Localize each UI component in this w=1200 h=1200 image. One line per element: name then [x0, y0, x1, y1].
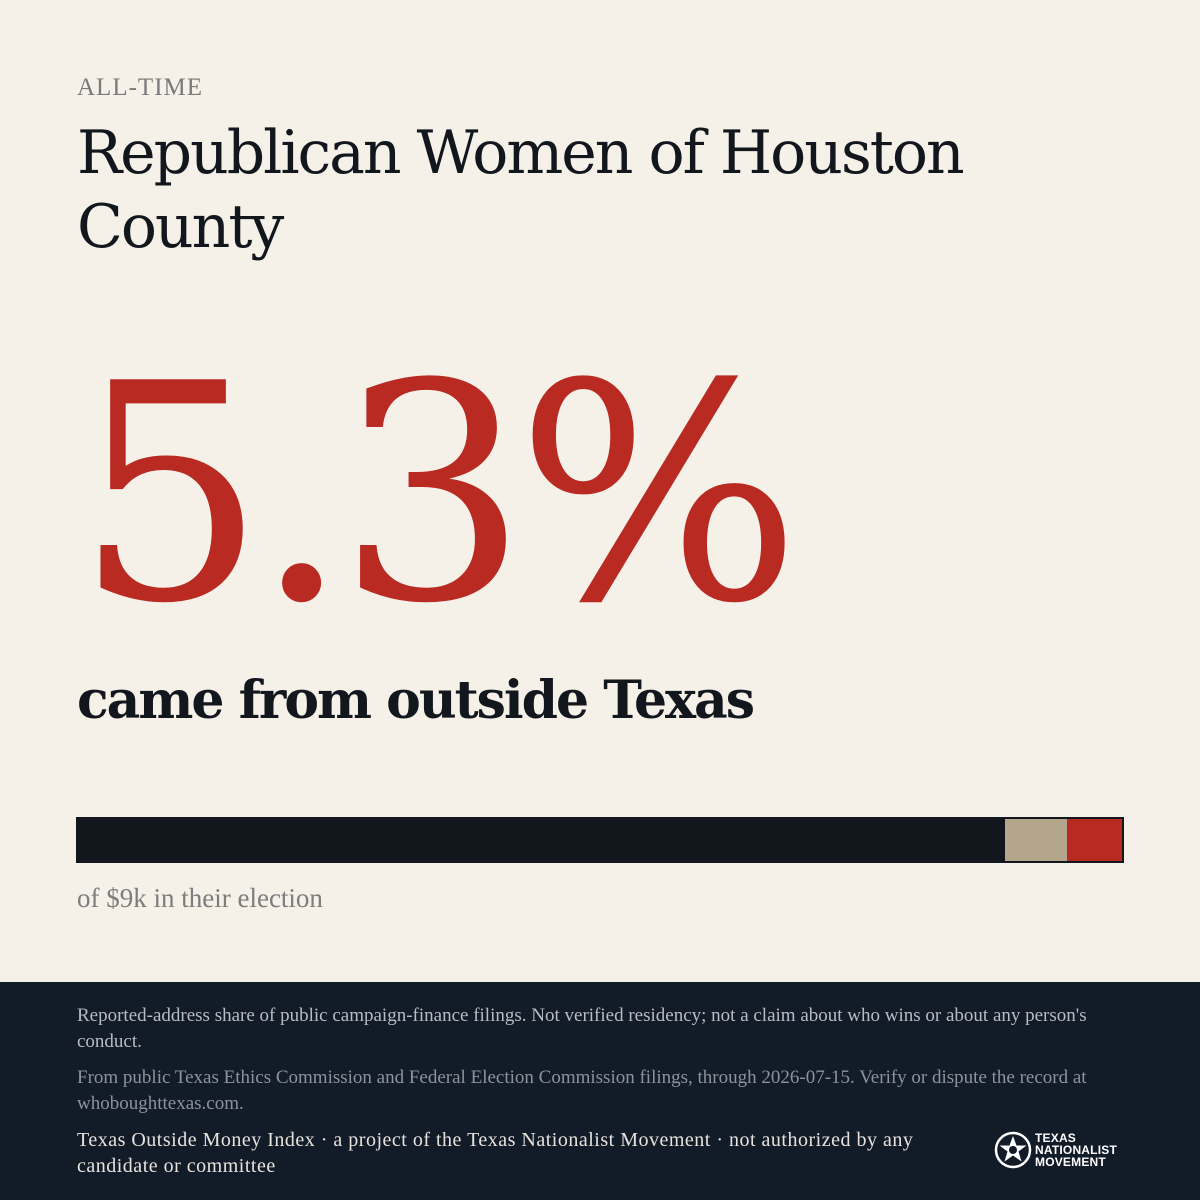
logo-line-3: MOVEMENT: [1035, 1155, 1106, 1169]
footer-source: From public Texas Ethics Commission and …: [77, 1067, 1087, 1114]
logo-line-1: TEXAS: [1035, 1131, 1077, 1145]
footer: [0, 982, 1200, 1200]
page-title: Republican Women of Houston County: [77, 118, 965, 262]
bar-caption: of $9k in their election: [77, 883, 323, 913]
tnm-logo-text: TEXAS NATIONALIST MOVEMENT: [1035, 1132, 1117, 1168]
bar-segment-unknown: [1005, 819, 1067, 861]
footer-credit: Texas Outside Money Index · a project of…: [77, 1129, 914, 1177]
stat-subline: came from outside Texas: [77, 670, 755, 731]
tnm-logo: TEXAS NATIONALIST MOVEMENT: [993, 1130, 1117, 1170]
logo-line-2: NATIONALIST: [1035, 1143, 1117, 1157]
kicker-label: ALL-TIME: [77, 74, 204, 101]
bar-segment-outside: [1066, 819, 1122, 861]
bar-segment-texas: [78, 819, 1006, 861]
outside-percent-stat: 5.3%: [75, 320, 801, 669]
money-share-bar: [76, 817, 1124, 863]
star-seal-icon: [994, 1131, 1032, 1169]
footer-disclaimer: Reported-address share of public campaig…: [77, 1005, 1087, 1052]
